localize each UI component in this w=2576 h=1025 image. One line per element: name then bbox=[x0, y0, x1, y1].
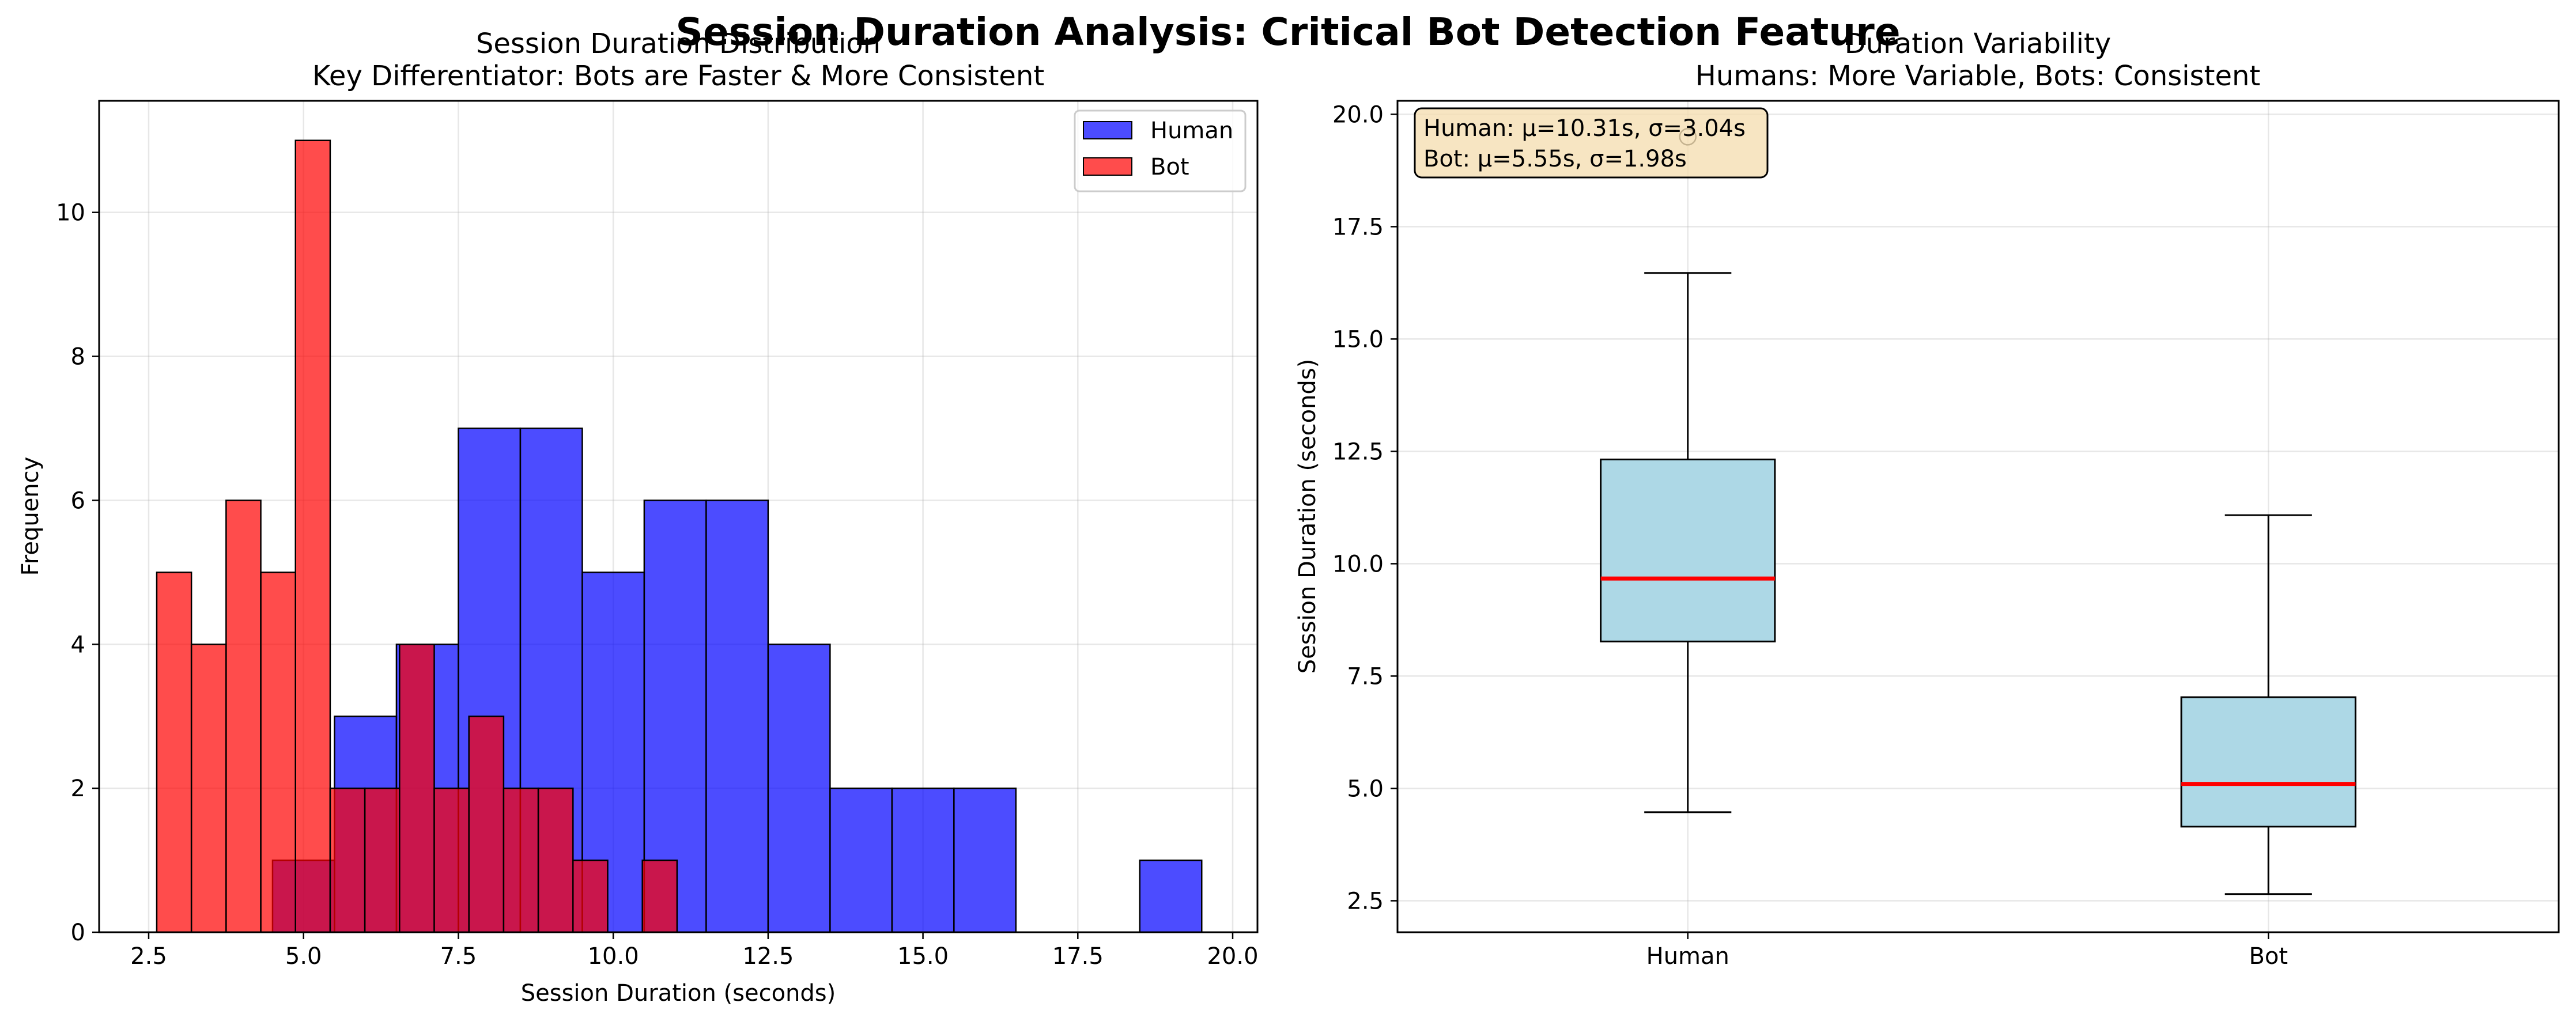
histogram-x-tick-label: 10.0 bbox=[588, 943, 639, 970]
histogram-bar-human bbox=[891, 787, 955, 933]
histogram-bar-bot bbox=[294, 139, 331, 933]
histogram-bar-human bbox=[953, 787, 1017, 933]
histogram-subtitle: Key Differentiator: Bots are Faster & Mo… bbox=[312, 60, 1044, 92]
boxplot-y-tick-label: 7.5 bbox=[1347, 663, 1384, 690]
boxplot-x-tick-label: Human bbox=[1646, 943, 1729, 970]
histogram-bar-bot bbox=[260, 572, 296, 933]
histogram-ticks: 2.5 5.0 7.5 10.0 12.5 15.0 17.5 20.0 0 2 4 6 8 10 bbox=[56, 200, 1258, 970]
histogram-y-tick-label: 6 bbox=[71, 487, 85, 514]
figure-title: Session Duration Analysis: Critical Bot … bbox=[675, 10, 1900, 54]
legend-swatch-human bbox=[1083, 121, 1132, 139]
histogram-frame bbox=[98, 100, 1259, 933]
boxplot-y-tick-label: 10.0 bbox=[1332, 551, 1384, 577]
histogram-bar-bot bbox=[329, 787, 366, 933]
boxplot-subtitle: Humans: More Variable, Bots: Consistent bbox=[1695, 60, 2260, 92]
boxplot-boxes bbox=[1600, 128, 2356, 895]
histogram-x-axis-label: Session Duration (seconds) bbox=[521, 980, 836, 1007]
boxplot-y-tick-label: 20.0 bbox=[1332, 101, 1384, 128]
histogram-y-tick-label: 10 bbox=[56, 200, 85, 226]
histogram-y-axis-label: Frequency bbox=[17, 457, 44, 576]
histogram-title: Session Duration Distribution bbox=[476, 28, 881, 60]
stats-annotation-box bbox=[1414, 107, 1769, 179]
boxplot-y-tick-label: 2.5 bbox=[1347, 888, 1384, 914]
histogram-panel: 2.5 5.0 7.5 10.0 12.5 15.0 17.5 20.0 0 2 4 6 8 10 Ses… bbox=[17, 28, 1259, 1007]
stats-annotation-human: Human: μ=10.31s, σ=3.04s bbox=[1423, 115, 1746, 142]
histogram-x-tick-label: 12.5 bbox=[742, 943, 794, 970]
histogram-x-tick-label: 5.0 bbox=[285, 943, 322, 970]
histogram-bar-bot bbox=[225, 500, 262, 933]
histogram-bar-bot bbox=[468, 715, 505, 933]
histogram-bar-bot bbox=[641, 859, 678, 933]
legend-label-human: Human bbox=[1150, 118, 1233, 144]
histogram-x-tick-label: 17.5 bbox=[1052, 943, 1104, 970]
boxplot-ticks: Human Bot 2.5 5.0 7.5 10.0 12.5 15.0 17.5 20.0 bbox=[1332, 101, 2288, 970]
histogram-y-tick-label: 8 bbox=[71, 344, 85, 370]
legend-label-bot: Bot bbox=[1150, 154, 1189, 180]
boxplot-frame bbox=[1396, 100, 2560, 933]
legend-swatch-bot bbox=[1083, 157, 1132, 176]
histogram-bar-human bbox=[1139, 859, 1203, 933]
histogram-legend: Human Bot bbox=[1074, 109, 1247, 192]
histogram-x-tick-label: 2.5 bbox=[130, 943, 167, 970]
histogram-x-tick-label: 15.0 bbox=[897, 943, 949, 970]
histogram-bar-human bbox=[705, 500, 769, 933]
histogram-bar-bot bbox=[399, 644, 435, 933]
histogram-bar-bot bbox=[190, 644, 227, 933]
histogram-bar-bot bbox=[433, 787, 470, 933]
histogram-bar-bot bbox=[572, 859, 609, 933]
boxplot-y-tick-label: 12.5 bbox=[1332, 438, 1384, 465]
boxplot-box-human bbox=[1600, 458, 1776, 642]
histogram-bar-human bbox=[767, 644, 831, 933]
boxplot-y-tick-label: 15.0 bbox=[1332, 326, 1384, 353]
boxplot-y-tick-label: 17.5 bbox=[1332, 214, 1384, 240]
histogram-bar-bot bbox=[503, 787, 539, 933]
histogram-bar-human bbox=[829, 787, 893, 933]
boxplot-gridlines bbox=[1397, 101, 2559, 932]
boxplot-x-tick-label: Bot bbox=[2249, 943, 2288, 970]
boxplot-title: Duration Variability bbox=[1845, 28, 2111, 60]
boxplot-panel: Human Bot 2.5 5.0 7.5 10.0 12.5 15.0 17.5 20.0 Du… bbox=[1294, 28, 2560, 970]
histogram-y-tick-label: 4 bbox=[71, 631, 85, 658]
histogram-bar-bot bbox=[156, 572, 192, 933]
boxplot-box-bot bbox=[2180, 696, 2356, 828]
histogram-x-tick-label: 7.5 bbox=[440, 943, 477, 970]
boxplot-y-tick-label: 5.0 bbox=[1347, 776, 1384, 802]
boxplot-plot-area bbox=[1397, 101, 2559, 932]
histogram-bar-bot bbox=[537, 787, 574, 933]
histogram-x-tick-label: 20.0 bbox=[1207, 943, 1258, 970]
boxplot-y-axis-label: Session Duration (seconds) bbox=[1294, 359, 1321, 674]
histogram-y-tick-label: 0 bbox=[71, 920, 85, 946]
histogram-bar-bot bbox=[364, 787, 401, 933]
stats-annotation: Human: μ=10.31s, σ=3.04s Bot: μ=5.55s, σ… bbox=[1414, 107, 1769, 179]
histogram-y-tick-label: 2 bbox=[71, 776, 85, 802]
histogram-bars bbox=[156, 139, 1203, 933]
stats-annotation-bot: Bot: μ=5.55s, σ=1.98s bbox=[1423, 146, 1687, 172]
